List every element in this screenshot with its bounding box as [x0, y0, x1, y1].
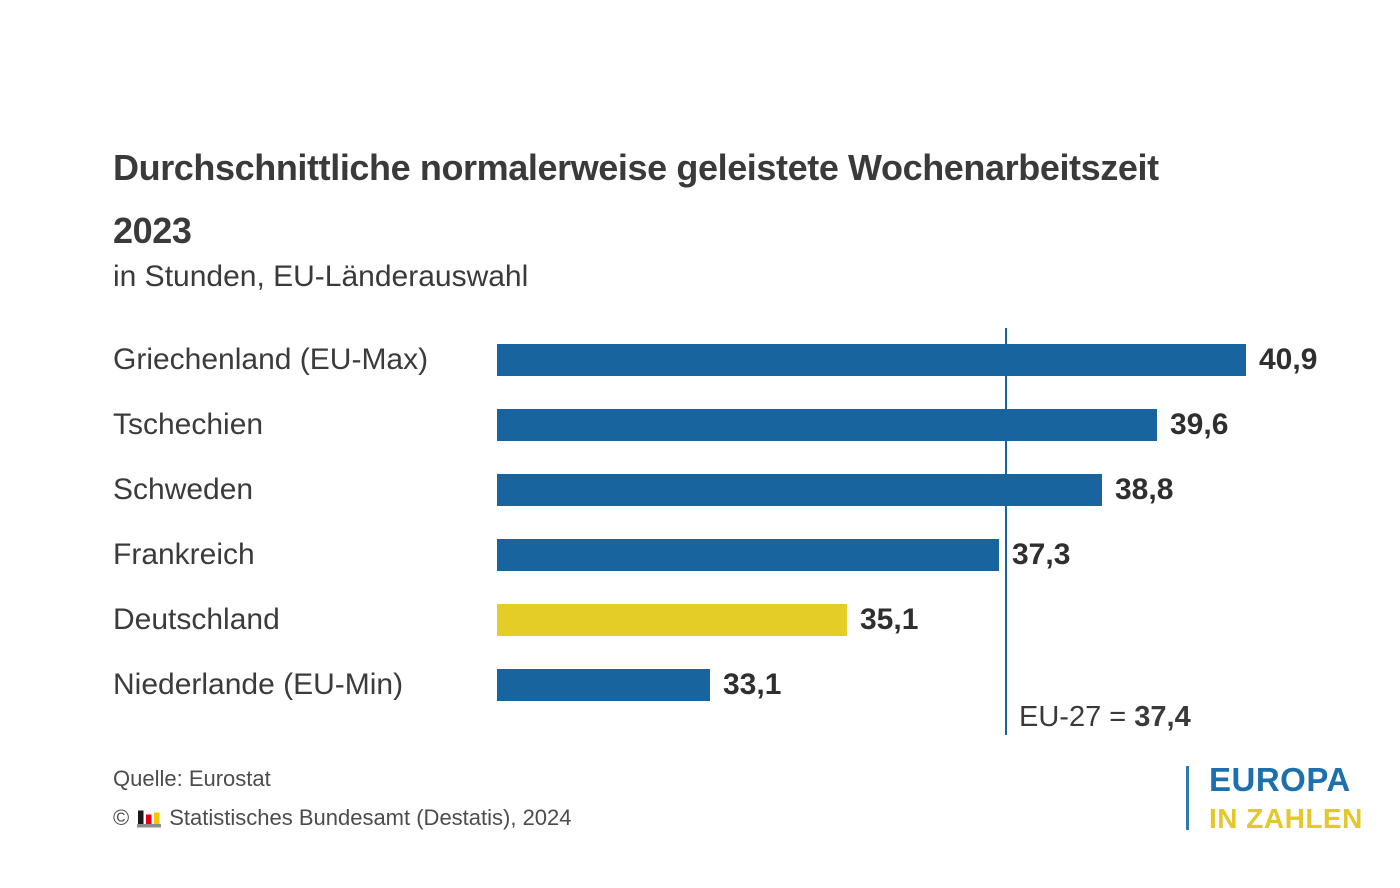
brand-wordmark: EUROPA IN ZAHLEN	[1209, 762, 1363, 834]
bar-row: Griechenland (EU-Max) 40,9	[0, 327, 1400, 392]
category-label: Tschechien	[113, 407, 264, 441]
chart-title-year: 2023	[113, 210, 192, 251]
bar-row: Frankreich 37,3	[0, 522, 1400, 587]
brand-line-europa: EUROPA	[1209, 761, 1351, 798]
bar-row: Deutschland 35,1	[0, 587, 1400, 652]
chart-area: Griechenland (EU-Max) 40,9 Tschechien 39,6 S…	[0, 327, 1400, 717]
value-label: 40,9	[1259, 342, 1318, 376]
bar	[497, 473, 1102, 506]
value-label: 38,8	[1115, 472, 1174, 506]
category-label: Frankreich	[113, 537, 255, 571]
category-label: Schweden	[113, 472, 254, 506]
copyright-line: © Statistisches Bundesamt (Destatis), 20…	[113, 805, 572, 831]
copyright-symbol: ©	[113, 805, 130, 830]
category-label: Deutschland	[113, 602, 280, 636]
title-block: Durchschnittliche normalerweise geleiste…	[113, 144, 1343, 255]
copyright-text: Statistisches Bundesamt (Destatis), 2024	[169, 805, 572, 830]
brand-rule	[1186, 766, 1189, 830]
bar	[497, 668, 710, 701]
bar	[497, 603, 847, 636]
value-label: 37,3	[1012, 537, 1071, 571]
bar	[497, 538, 999, 571]
value-label: 33,1	[723, 667, 782, 701]
value-label: 39,6	[1170, 407, 1229, 441]
bar-row: Schweden 38,8	[0, 457, 1400, 522]
bar	[497, 343, 1246, 376]
eu27-label-value: 37,4	[1134, 701, 1191, 733]
chart-title: Durchschnittliche normalerweise geleiste…	[113, 147, 1159, 188]
eu27-reference-line	[1005, 328, 1007, 735]
value-label: 35,1	[860, 602, 919, 636]
destatis-logo-icon	[137, 810, 162, 828]
category-label: Griechenland (EU-Max)	[113, 342, 429, 376]
bar	[497, 408, 1157, 441]
eu27-label-text: EU-27 =	[1019, 701, 1135, 733]
category-label: Niederlande (EU-Min)	[113, 667, 404, 701]
eu27-reference-label: EU-27 = 37,4	[1019, 701, 1191, 734]
source-text: Quelle: Eurostat	[113, 766, 271, 791]
bar-row: Tschechien 39,6	[0, 392, 1400, 457]
bar-row: Niederlande (EU-Min) 33,1	[0, 652, 1400, 717]
brand-line-in-zahlen: IN ZAHLEN	[1209, 803, 1363, 834]
chart-subtitle: in Stunden, EU-Länderauswahl	[113, 260, 529, 293]
